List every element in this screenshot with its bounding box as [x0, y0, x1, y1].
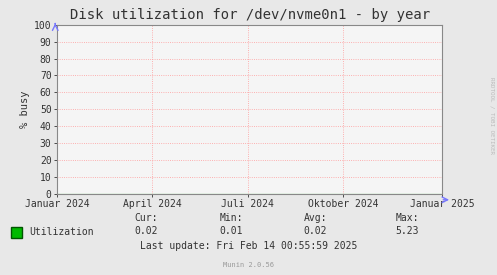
Y-axis label: % busy: % busy	[20, 90, 30, 128]
Title: Disk utilization for /dev/nvme0n1 - by year: Disk utilization for /dev/nvme0n1 - by y…	[70, 8, 430, 22]
Text: Avg:: Avg:	[304, 213, 328, 223]
Text: RRDTOOL / TOBI OETIKER: RRDTOOL / TOBI OETIKER	[490, 77, 495, 154]
Text: 0.02: 0.02	[135, 226, 159, 236]
Text: Cur:: Cur:	[135, 213, 159, 223]
Text: Last update: Fri Feb 14 00:55:59 2025: Last update: Fri Feb 14 00:55:59 2025	[140, 241, 357, 251]
Text: 0.02: 0.02	[304, 226, 328, 236]
Text: Min:: Min:	[219, 213, 243, 223]
Text: 0.01: 0.01	[219, 226, 243, 236]
Text: Max:: Max:	[396, 213, 419, 223]
Text: Munin 2.0.56: Munin 2.0.56	[223, 262, 274, 268]
Text: 5.23: 5.23	[396, 226, 419, 236]
Text: Utilization: Utilization	[29, 227, 94, 237]
